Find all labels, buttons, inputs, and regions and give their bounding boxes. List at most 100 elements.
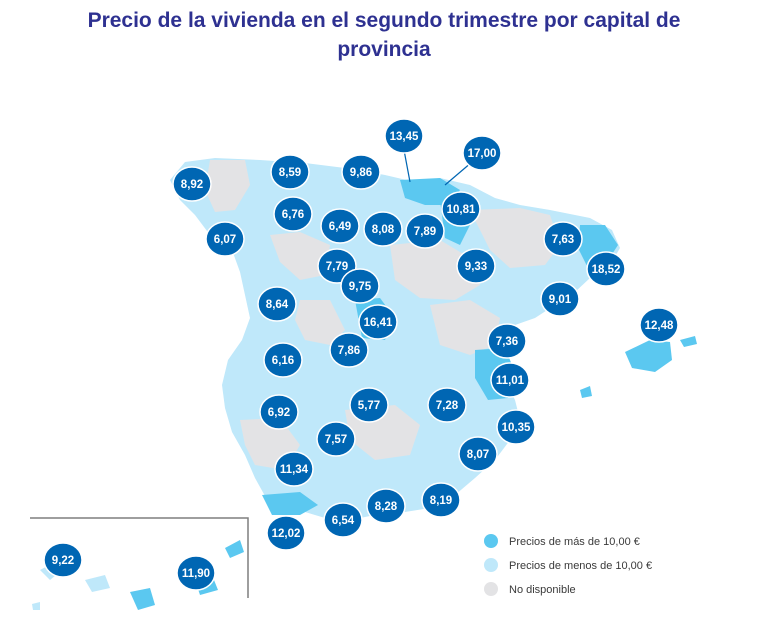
province-value-bubble: 8,28 [366, 488, 406, 524]
province-bubble-shape [363, 211, 403, 247]
province-bubble-shape [329, 332, 369, 368]
province-bubble-shape [273, 196, 313, 232]
province-value-bubble: 9,75 [340, 268, 380, 304]
province-value-label: 8,08 [372, 224, 395, 236]
province-value-bubble: 12,02 [266, 515, 306, 551]
province-value-bubble: 9,22 [43, 542, 83, 578]
value-bubbles: 8,92 8,59 9,86 13,45 17,00 10,81 6,07 6,76 6,49 8… [43, 118, 679, 591]
province-bubble-shape [586, 251, 626, 287]
province-bubble-shape [172, 166, 212, 202]
legend-label-unavailable: No disponible [509, 584, 576, 596]
province-value-label: 6,16 [272, 355, 294, 367]
province-value-label: 7,36 [496, 336, 518, 348]
province-value-label: 7,86 [338, 345, 360, 357]
region-above-malaga [262, 492, 318, 515]
province-value-label: 9,22 [52, 555, 74, 567]
province-value-bubble: 8,59 [270, 154, 310, 190]
province-value-bubble: 5,77 [349, 387, 389, 423]
province-value-bubble: 9,01 [540, 281, 580, 317]
map-title: Precio de la vivienda en el segundo trim… [0, 6, 768, 64]
province-value-label: 7,79 [326, 261, 348, 273]
province-value-bubble: 10,81 [441, 191, 481, 227]
province-bubble-shape [205, 221, 245, 257]
balearic-menorca [680, 336, 697, 347]
province-bubble-shape [490, 362, 530, 398]
province-bubble-shape [384, 118, 424, 154]
province-value-label: 8,07 [467, 449, 489, 461]
province-value-bubble: 10,35 [496, 409, 536, 445]
province-bubble-shape [421, 482, 461, 518]
province-value-bubble: 17,00 [462, 135, 502, 171]
province-bubble-shape [259, 394, 299, 430]
province-bubble-shape [320, 208, 360, 244]
legend: Precios de más de 10,00 € Precios de meno… [484, 534, 652, 596]
province-bubble-shape [270, 154, 310, 190]
province-value-bubble: 11,90 [176, 555, 216, 591]
region-unavailable-galicia [205, 160, 250, 212]
province-value-label: 7,89 [414, 226, 436, 238]
province-value-label: 7,57 [325, 434, 347, 446]
region-unavailable-aragon [390, 240, 480, 300]
region-unavailable-teruel [430, 300, 500, 355]
province-bubble-shape [639, 307, 679, 343]
canary-island-6 [32, 602, 40, 610]
province-value-label: 12,02 [272, 528, 301, 540]
province-value-bubble: 6,54 [323, 502, 363, 538]
province-value-label: 8,19 [430, 495, 452, 507]
province-value-label: 6,76 [282, 209, 304, 221]
province-value-bubble: 13,45 [384, 118, 424, 154]
province-value-label: 9,75 [349, 281, 372, 293]
region-unavailable-north-east [470, 208, 560, 268]
balearic-mallorca [625, 340, 672, 372]
province-bubble-shape [266, 515, 306, 551]
province-bubble-shape [366, 488, 406, 524]
canary-island-5 [225, 540, 244, 558]
region-unavailable-centre-west [295, 300, 345, 345]
province-bubble-shape [458, 436, 498, 472]
province-value-label: 7,63 [552, 234, 574, 246]
province-value-label: 9,86 [350, 167, 372, 179]
province-value-label: 11,34 [280, 464, 309, 476]
title-line-2: provincia [337, 38, 431, 61]
province-value-bubble: 7,57 [316, 421, 356, 457]
title-line-1: Precio de la vivienda en el segundo trim… [87, 9, 681, 32]
province-value-label: 7,28 [436, 400, 459, 412]
province-value-label: 8,59 [279, 167, 301, 179]
province-value-label: 10,81 [447, 204, 476, 216]
region-unavailable-castilla [270, 232, 330, 280]
province-bubble-shape [540, 281, 580, 317]
province-bubble-shape [487, 323, 527, 359]
province-bubble-shape [496, 409, 536, 445]
province-bubble-shape [340, 268, 380, 304]
province-value-bubble: 12,48 [639, 307, 679, 343]
province-value-bubble: 6,92 [259, 394, 299, 430]
province-value-label: 16,41 [364, 317, 393, 329]
canary-island-3 [130, 588, 155, 610]
canary-island-2 [85, 575, 110, 592]
province-value-label: 8,28 [375, 501, 398, 513]
province-bubble-shape [349, 387, 389, 423]
province-bubble-shape [323, 502, 363, 538]
province-value-bubble: 8,64 [257, 286, 297, 322]
province-value-bubble: 8,08 [363, 211, 403, 247]
province-value-label: 9,01 [549, 294, 572, 306]
province-value-bubble: 8,92 [172, 166, 212, 202]
province-value-bubble: 7,89 [405, 213, 445, 249]
legend-label-below: Precios de menos de 10,00 € [509, 560, 652, 572]
province-value-label: 6,49 [329, 221, 351, 233]
leader-line-13-45 [403, 149, 411, 183]
province-bubble-shape [543, 221, 583, 257]
province-value-label: 6,07 [214, 234, 236, 246]
province-bubble-shape [263, 342, 303, 378]
leader-line-17-00 [444, 161, 473, 186]
province-value-bubble: 7,28 [427, 387, 467, 423]
canary-inset-border [30, 517, 249, 598]
province-bubble-shape [274, 451, 314, 487]
legend-swatch-above [484, 534, 498, 548]
province-value-bubble: 6,07 [205, 221, 245, 257]
province-value-bubble: 6,49 [320, 208, 360, 244]
province-value-bubble: 9,86 [341, 154, 381, 190]
province-value-bubble: 7,63 [543, 221, 583, 257]
province-value-label: 8,92 [181, 179, 203, 191]
